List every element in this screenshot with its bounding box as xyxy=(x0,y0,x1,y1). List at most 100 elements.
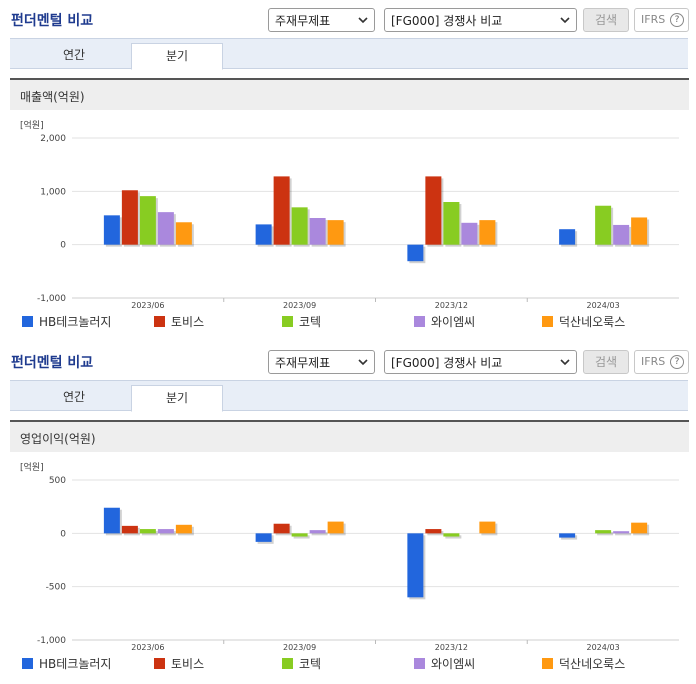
bar[interactable] xyxy=(103,215,120,245)
bar[interactable] xyxy=(613,531,630,534)
search-button[interactable]: 검색 xyxy=(583,8,629,32)
legend-label: 코텍 xyxy=(299,315,322,329)
chevron-down-icon xyxy=(358,359,368,366)
bar[interactable] xyxy=(595,530,612,534)
legend-label: 토비스 xyxy=(171,315,205,329)
bar[interactable] xyxy=(103,507,120,534)
chart-area: 영업이익(억원) [억원] 500 0 -500 -1,000 2023/06 2023/0… xyxy=(10,420,689,678)
bar[interactable] xyxy=(309,530,326,534)
bar[interactable] xyxy=(291,533,308,537)
search-button[interactable]: 검색 xyxy=(583,350,629,374)
y-tick-label: 0 xyxy=(60,529,66,539)
bar-shadow xyxy=(615,533,632,536)
legend-swatch xyxy=(282,316,293,327)
theme-select-value: 주재무제표 xyxy=(275,356,331,370)
legend-item[interactable]: 덕산네오룩스 xyxy=(542,655,625,672)
legend-label: 덕산네오룩스 xyxy=(559,657,626,671)
bar[interactable] xyxy=(139,529,156,534)
chart-area: 매출액(억원) [억원] 2,000 1,000 0 -1,000 2023/06 2023… xyxy=(10,78,689,336)
x-tick-label: 2023/12 xyxy=(435,643,468,652)
bar[interactable] xyxy=(443,202,460,245)
bar[interactable] xyxy=(121,525,138,534)
fundamental-panel-sales: 펀더멘털 비교 주재무제표 [FG000] 경쟁사 비교 검색 IFRS ? 연… xyxy=(10,8,689,336)
legend-label: 덕산네오룩스 xyxy=(559,315,626,329)
bar[interactable] xyxy=(327,521,344,534)
x-tick-label: 2023/09 xyxy=(283,643,316,652)
panel-header: 펀더멘털 비교 주재무제표 [FG000] 경쟁사 비교 검색 IFRS ? xyxy=(0,342,696,380)
legend-item[interactable]: 토비스 xyxy=(154,655,204,672)
chart-title: 영업이익(억원) xyxy=(10,422,689,452)
chevron-down-icon xyxy=(560,359,570,366)
legend-item[interactable]: HB테크놀러지 xyxy=(22,655,111,672)
ifrs-button[interactable]: IFRS ? xyxy=(634,8,689,32)
legend-item[interactable]: 와이엠씨 xyxy=(414,313,475,330)
tab-annual[interactable]: 연간 xyxy=(62,390,86,404)
period-tabs: 연간 분기 xyxy=(10,38,688,70)
bar[interactable] xyxy=(631,522,648,534)
unit-label: [억원] xyxy=(20,461,44,473)
bar[interactable] xyxy=(559,533,576,538)
legend-item[interactable]: 토비스 xyxy=(154,313,204,330)
bar[interactable] xyxy=(157,529,174,534)
bar[interactable] xyxy=(559,229,576,245)
bar[interactable] xyxy=(273,176,290,245)
x-tick-label: 2024/03 xyxy=(587,643,620,652)
chevron-down-icon xyxy=(358,17,368,24)
bar[interactable] xyxy=(595,205,612,245)
legend-label: 와이엠씨 xyxy=(431,315,476,329)
y-tick-label: 0 xyxy=(60,241,66,251)
bar[interactable] xyxy=(479,521,496,534)
compare-select[interactable]: [FG000] 경쟁사 비교 xyxy=(384,8,577,32)
bar[interactable] xyxy=(175,222,192,245)
legend-item[interactable]: 코텍 xyxy=(282,655,321,672)
bar[interactable] xyxy=(407,533,424,598)
theme-select[interactable]: 주재무제표 xyxy=(268,8,375,32)
bar[interactable] xyxy=(255,533,272,542)
tab-quarterly[interactable]: 분기 xyxy=(131,43,223,70)
chevron-down-icon xyxy=(560,17,570,24)
y-tick-label: 2,000 xyxy=(40,134,66,144)
legend-item[interactable]: 와이엠씨 xyxy=(414,655,475,672)
x-tick-label: 2023/09 xyxy=(283,301,316,310)
bar[interactable] xyxy=(425,176,442,245)
tab-quarterly[interactable]: 분기 xyxy=(131,385,223,412)
bar[interactable] xyxy=(443,533,460,537)
x-tick-label: 2023/12 xyxy=(435,301,468,310)
help-icon[interactable]: ? xyxy=(670,13,684,27)
legend-item[interactable]: 코텍 xyxy=(282,313,321,330)
bar[interactable] xyxy=(121,190,138,245)
period-tabs: 연간 분기 xyxy=(10,380,688,412)
bar-shadow xyxy=(293,535,310,539)
legend-label: HB테크놀러지 xyxy=(39,315,112,329)
compare-select[interactable]: [FG000] 경쟁사 비교 xyxy=(384,350,577,374)
bar[interactable] xyxy=(291,207,308,245)
legend-item[interactable]: HB테크놀러지 xyxy=(22,313,111,330)
bar[interactable] xyxy=(273,523,290,534)
bar[interactable] xyxy=(613,224,630,245)
legend-label: 토비스 xyxy=(171,657,205,671)
ifrs-label: IFRS xyxy=(641,355,666,368)
theme-select[interactable]: 주재무제표 xyxy=(268,350,375,374)
bar[interactable] xyxy=(461,222,478,245)
compare-select-value: [FG000] 경쟁사 비교 xyxy=(391,14,503,28)
panel-title: 펀더멘털 비교 xyxy=(11,13,94,29)
bar[interactable] xyxy=(139,196,156,245)
bar[interactable] xyxy=(309,218,326,245)
tab-annual[interactable]: 연간 xyxy=(62,48,86,62)
legend-item[interactable]: 덕산네오룩스 xyxy=(542,313,625,330)
bar[interactable] xyxy=(631,217,648,245)
compare-select-value: [FG000] 경쟁사 비교 xyxy=(391,356,503,370)
help-icon[interactable]: ? xyxy=(670,355,684,369)
legend-swatch xyxy=(414,658,425,669)
bar[interactable] xyxy=(157,212,174,245)
bar-chart-op-profit: [억원] 500 0 -500 -1,000 2023/06 2023/09 2023/12 2… xyxy=(20,461,679,652)
bar[interactable] xyxy=(255,224,272,245)
bar[interactable] xyxy=(425,529,442,534)
ifrs-button[interactable]: IFRS ? xyxy=(634,350,689,374)
bar[interactable] xyxy=(407,244,424,262)
chart-title: 매출액(억원) xyxy=(10,80,689,110)
bar-shadow xyxy=(311,532,328,536)
bar[interactable] xyxy=(479,220,496,245)
bar[interactable] xyxy=(175,524,192,534)
bar[interactable] xyxy=(327,220,344,245)
